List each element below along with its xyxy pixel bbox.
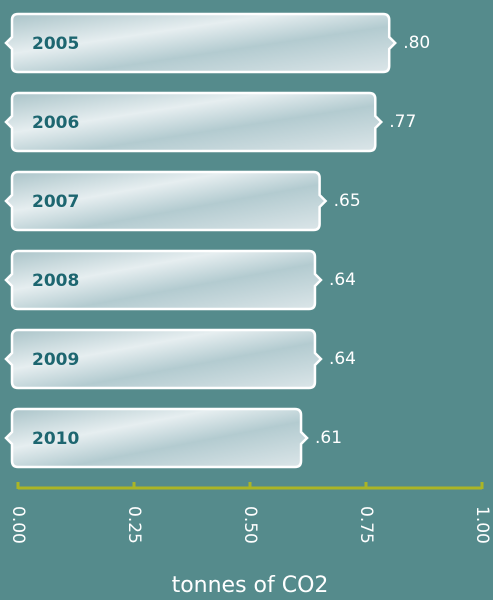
category-label: 2005: [32, 34, 79, 54]
bar: [4, 91, 384, 153]
value-label: .65: [334, 191, 361, 211]
bar: [4, 12, 397, 74]
bar: [4, 407, 309, 469]
bar: [4, 328, 323, 390]
category-label: 2009: [32, 350, 79, 370]
x-tick-label: 0.75: [356, 506, 376, 544]
value-label: .64: [329, 270, 356, 290]
x-tick-label: 1.00: [472, 506, 492, 544]
x-tick-label: 0.50: [240, 506, 260, 544]
value-label: .80: [403, 33, 430, 53]
x-axis-label: tonnes of CO2: [172, 573, 329, 598]
category-label: 2008: [32, 271, 79, 291]
value-label: .64: [329, 349, 356, 369]
x-tick-label: 0.25: [124, 506, 144, 544]
x-tick-label: 0.00: [8, 506, 28, 544]
value-label: .77: [389, 112, 416, 132]
category-label: 2010: [32, 429, 79, 449]
category-label: 2007: [32, 192, 79, 212]
bar: [4, 249, 323, 311]
category-label: 2006: [32, 113, 79, 133]
value-label: .61: [315, 428, 342, 448]
bar: [4, 170, 328, 232]
